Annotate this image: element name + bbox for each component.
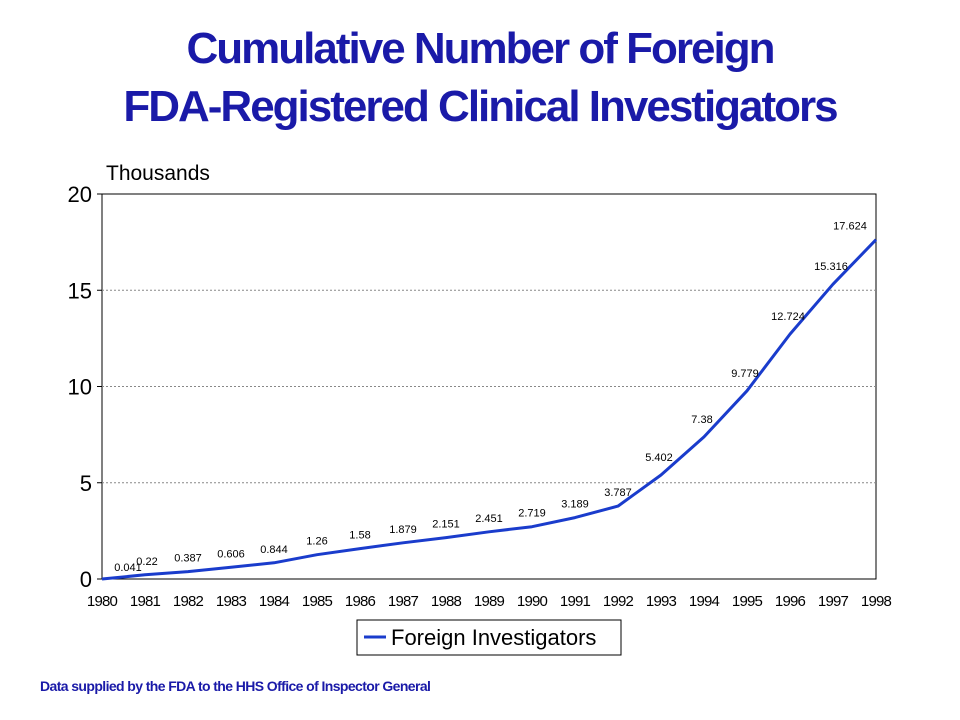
x-tick-label: 1988 (431, 593, 462, 610)
y-tick-label: 20 (68, 182, 92, 207)
data-label: 12.724 (771, 311, 805, 323)
y-tick-label: 10 (68, 375, 92, 400)
x-tick-label: 1992 (603, 593, 634, 610)
chart-title-line-2: FDA-Registered Clinical Investigators (123, 82, 838, 131)
y-tick-label: 5 (80, 471, 92, 496)
x-tick-label: 1989 (474, 593, 505, 610)
data-label: 0.041 (114, 562, 142, 574)
legend-label: Foreign Investigators (391, 625, 596, 650)
x-tick-label: 1980 (87, 593, 118, 610)
x-tick-label: 1994 (689, 593, 720, 610)
source-note: Data supplied by the FDA to the HHS Offi… (40, 678, 431, 694)
x-tick-label: 1987 (388, 593, 419, 610)
x-tick-label: 1991 (560, 593, 591, 610)
x-tick-label: 1998 (861, 593, 892, 610)
data-label: 1.58 (349, 530, 370, 542)
x-tick-label: 1995 (732, 593, 763, 610)
x-tick-label: 1996 (775, 593, 806, 610)
series-line-foreign-investigators (101, 238, 878, 581)
data-label: 2.719 (518, 508, 546, 520)
x-tick-label: 1982 (173, 593, 204, 610)
data-label: 2.451 (475, 513, 503, 525)
y-tick-label: 0 (80, 567, 92, 592)
data-label: 2.151 (432, 519, 460, 531)
chart-title-line-1: Cumulative Number of Foreign (186, 24, 776, 73)
data-label: 0.844 (260, 544, 288, 556)
data-label: 9.779 (731, 368, 759, 380)
data-label: 7.38 (691, 414, 712, 426)
x-tick-label: 1993 (646, 593, 677, 610)
x-tick-label: 1986 (345, 593, 376, 610)
data-label: 5.402 (645, 452, 673, 464)
x-tick-label: 1984 (259, 593, 290, 610)
x-tick-label: 1983 (216, 593, 247, 610)
y-tick-label: 15 (68, 278, 92, 303)
data-label: 3.189 (561, 499, 589, 511)
y-axis-label: Thousands (106, 162, 210, 185)
x-tick-label: 1981 (130, 593, 161, 610)
x-tick-label: 1997 (818, 593, 849, 610)
data-label: 0.606 (217, 548, 245, 560)
legend-box (356, 619, 622, 656)
data-label: 1.879 (389, 524, 417, 536)
data-label: 1.26 (306, 536, 327, 548)
data-label: 17.624 (833, 221, 867, 233)
data-label: 0.22 (136, 556, 157, 568)
data-label: 3.787 (604, 487, 632, 499)
x-tick-label: 1990 (517, 593, 548, 610)
data-label: 0.387 (174, 553, 202, 565)
data-label: 15.316 (814, 261, 848, 273)
x-tick-label: 1985 (302, 593, 333, 610)
